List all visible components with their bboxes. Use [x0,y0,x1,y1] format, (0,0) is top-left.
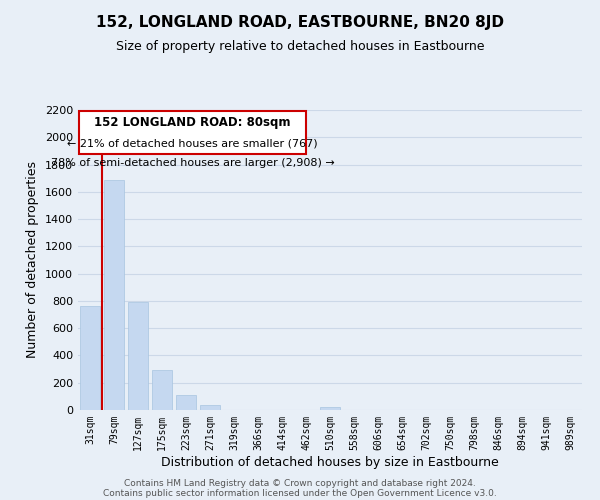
Text: 152 LONGLAND ROAD: 80sqm: 152 LONGLAND ROAD: 80sqm [94,116,291,128]
Bar [176,395,196,410]
Text: Size of property relative to detached houses in Eastbourne: Size of property relative to detached ho… [116,40,484,53]
Text: 78% of semi-detached houses are larger (2,908) →: 78% of semi-detached houses are larger (… [51,158,334,168]
Text: Contains HM Land Registry data © Crown copyright and database right 2024.: Contains HM Land Registry data © Crown c… [124,478,476,488]
Bar [80,306,100,410]
Bar [200,405,220,410]
Bar [152,370,172,410]
Bar [104,180,124,410]
Text: 152, LONGLAND ROAD, EASTBOURNE, BN20 8JD: 152, LONGLAND ROAD, EASTBOURNE, BN20 8JD [96,15,504,30]
X-axis label: Distribution of detached houses by size in Eastbourne: Distribution of detached houses by size … [161,456,499,468]
Bar [128,302,148,410]
Bar [320,406,340,410]
Text: Contains public sector information licensed under the Open Government Licence v3: Contains public sector information licen… [103,488,497,498]
Y-axis label: Number of detached properties: Number of detached properties [26,162,40,358]
Text: ← 21% of detached houses are smaller (767): ← 21% of detached houses are smaller (76… [67,138,318,148]
